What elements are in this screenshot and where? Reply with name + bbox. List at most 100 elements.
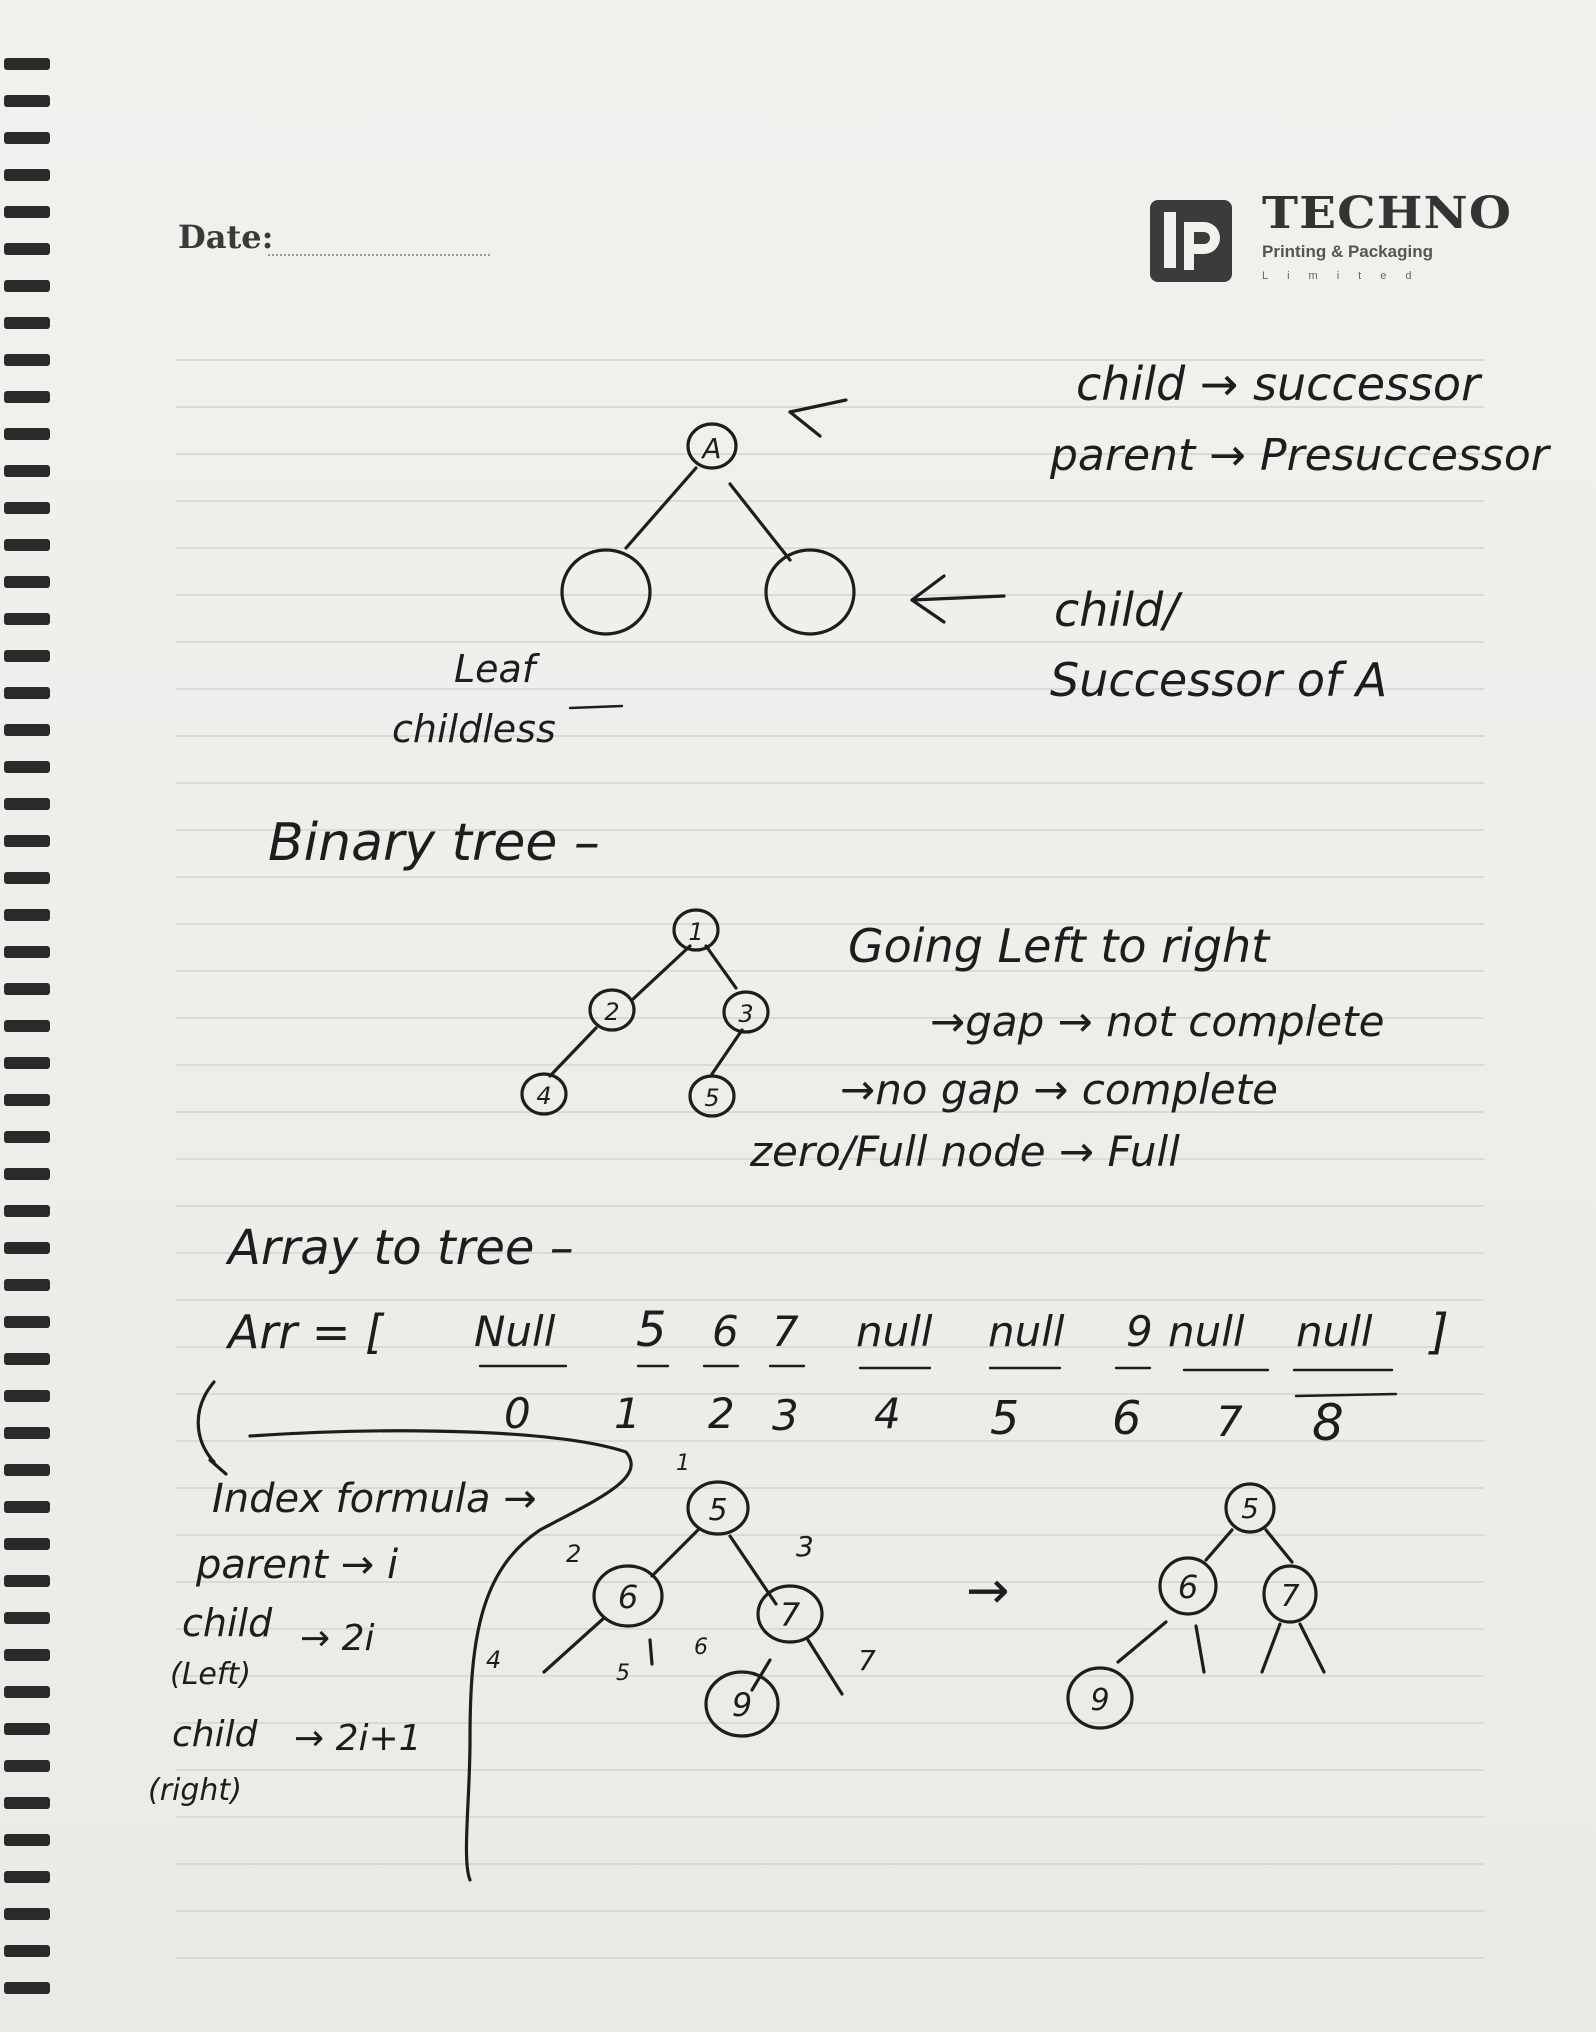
array-indices: 0 1 2 3 4 5 6 7 8 <box>504 1389 1398 1452</box>
rule-no-gap-complete: →no gap → complete <box>840 1065 1278 1114</box>
tree-diagram-a: A <box>560 398 1006 636</box>
array-index-4: 4 <box>874 1389 901 1438</box>
spiral-ring <box>4 1686 50 1698</box>
node-a-label: A <box>700 432 721 465</box>
spiral-ring <box>4 724 50 736</box>
date-label: Date: <box>178 218 274 256</box>
formula-bracket <box>196 1380 633 1882</box>
child-label-note: child/ <box>1054 583 1183 637</box>
bt-node-2: 2 <box>604 998 619 1026</box>
tree-index-4: 4 <box>486 1646 501 1674</box>
spiral-ring <box>4 1020 50 1032</box>
spiral-ring <box>4 391 50 403</box>
spiral-ring <box>4 58 50 70</box>
spiral-ring <box>4 428 50 440</box>
child-right-rule: → 2i+1 <box>294 1718 422 1759</box>
spiral-ring <box>4 1501 50 1513</box>
index-formula-label: Index formula → <box>212 1476 537 1522</box>
spiral-ring <box>4 1649 50 1661</box>
spiral-ring <box>4 1982 50 1994</box>
bt-node-1: 1 <box>688 918 703 946</box>
array-row: Arr = [ Null 5 6 7 null null 9 null null… <box>225 1302 1449 1372</box>
spiral-ring <box>4 761 50 773</box>
spiral-ring <box>4 1316 50 1328</box>
array-index-3: 3 <box>772 1391 799 1440</box>
tree-index-6: 6 <box>694 1635 708 1660</box>
spiral-ring <box>4 909 50 921</box>
spiral-ring <box>4 835 50 847</box>
spiral-ring <box>4 1390 50 1402</box>
parent-predecessor-note: parent → Presuccessor <box>1049 430 1552 481</box>
spiral-ring <box>4 1242 50 1254</box>
date-line <box>268 254 490 256</box>
spiral-ring <box>4 206 50 218</box>
rule-gap-not-complete: →gap → not complete <box>930 997 1384 1046</box>
spiral-ring <box>4 1279 50 1291</box>
spiral-ring <box>4 539 50 551</box>
spiral-ring <box>4 1427 50 1439</box>
binary-tree-heading: Binary tree – <box>268 813 600 873</box>
spiral-ring <box>4 502 50 514</box>
spiral-ring <box>4 1168 50 1180</box>
tree-index-2: 2 <box>566 1540 581 1568</box>
spiral-ring <box>4 1834 50 1846</box>
spiral-ring <box>4 317 50 329</box>
spiral-ring <box>4 1205 50 1217</box>
result-node-6: 6 <box>1178 1568 1198 1606</box>
array-prefix: Arr = [ <box>225 1305 385 1359</box>
tree-node-7: 7 <box>780 1596 801 1634</box>
tree-index-1: 1 <box>676 1451 690 1476</box>
result-node-5: 5 <box>1241 1492 1259 1525</box>
tree-index-7: 7 <box>858 1644 876 1677</box>
spiral-ring <box>4 465 50 477</box>
spiral-ring <box>4 1538 50 1550</box>
spiral-ring <box>4 1723 50 1735</box>
rule-going-left-to-right: Going Left to right <box>848 919 1271 973</box>
successor-of-a-note: Successor of A <box>1050 653 1387 707</box>
spiral-ring <box>4 1575 50 1587</box>
tree-node-9: 9 <box>732 1686 752 1724</box>
array-value-1: 5 <box>636 1302 667 1358</box>
techno-logo-icon <box>1150 200 1232 282</box>
tree-index-5: 5 <box>616 1661 630 1686</box>
result-node-7: 7 <box>1280 1579 1299 1614</box>
brand-name: TECHNO <box>1262 188 1513 239</box>
bt-node-4: 4 <box>536 1082 551 1110</box>
spiral-ring <box>4 1871 50 1883</box>
array-value-7: null <box>1168 1307 1245 1356</box>
spiral-ring <box>4 354 50 366</box>
array-index-1: 1 <box>614 1389 641 1438</box>
spiral-ring <box>4 1797 50 1809</box>
array-value-0: Null <box>474 1307 556 1356</box>
array-index-5: 5 <box>990 1391 1019 1445</box>
child-successor-note: child → successor <box>1076 357 1483 411</box>
child-right-word: child <box>172 1714 259 1755</box>
array-value-3: 7 <box>772 1307 799 1356</box>
binary-tree-diagram: 1 2 3 4 5 <box>520 908 770 1118</box>
brand-subtitle: Printing & Packaging <box>1262 242 1433 261</box>
spiral-ring <box>4 872 50 884</box>
tree-node-5: 5 <box>708 1493 727 1528</box>
transform-arrow: → <box>966 1561 1010 1621</box>
spiral-ring <box>4 169 50 181</box>
array-value-8: null <box>1296 1307 1373 1356</box>
tree-node-6: 6 <box>618 1578 638 1616</box>
bt-node-5: 5 <box>704 1084 719 1112</box>
spiral-ring <box>4 1760 50 1772</box>
spiral-ring <box>4 1131 50 1143</box>
spiral-ring <box>4 280 50 292</box>
spiral-ring <box>4 1612 50 1624</box>
spiral-ring <box>4 613 50 625</box>
array-index-6: 6 <box>1112 1391 1141 1445</box>
tree-index-3: 3 <box>796 1530 814 1563</box>
spiral-ring <box>4 576 50 588</box>
child-left-rule: → 2i <box>300 1618 375 1659</box>
spiral-ring <box>4 798 50 810</box>
array-index-8: 8 <box>1312 1394 1344 1452</box>
spiral-ring <box>4 1464 50 1476</box>
spiral-binding <box>4 58 50 1994</box>
spiral-ring <box>4 983 50 995</box>
result-node-9: 9 <box>1090 1683 1109 1718</box>
